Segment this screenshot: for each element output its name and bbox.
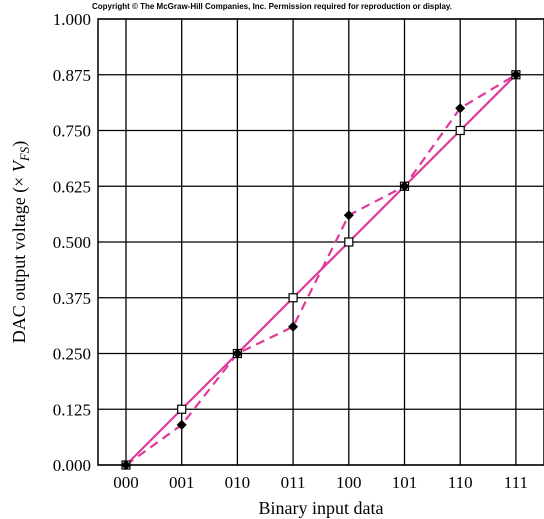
- actual-point-marker: [288, 321, 299, 332]
- solid-series-line: [125, 73, 517, 466]
- x-tick-label: 100: [336, 473, 362, 492]
- y-axis-label-prefix: DAC output voltage (×: [9, 172, 30, 343]
- y-axis-label-sub: FS: [17, 146, 32, 162]
- x-tick-label: 010: [225, 473, 251, 492]
- actual-point-marker: [455, 103, 466, 114]
- x-tick-label: 110: [448, 473, 473, 492]
- actual-point-marker: [121, 460, 131, 470]
- actual-point-marker: [510, 69, 521, 80]
- series: [121, 69, 521, 470]
- y-tick-label: 1.000: [53, 10, 91, 29]
- x-tick-label: 011: [281, 473, 306, 492]
- plot-frame: [97, 18, 544, 466]
- actual-point-marker: [232, 348, 243, 359]
- y-tick-label: 0.250: [53, 345, 91, 364]
- y-tick-label: 0.125: [53, 400, 91, 419]
- y-tick-label: 0.000: [53, 456, 91, 475]
- x-tick-label: 000: [113, 473, 139, 492]
- y-tick-label: 0.500: [53, 233, 91, 252]
- y-axis-label: DAC output voltage (× VFS): [9, 141, 32, 344]
- ideal-point-marker: [344, 237, 354, 247]
- ideal-point-marker: [288, 293, 298, 303]
- y-axis-label-var: V: [9, 159, 29, 172]
- x-tick-label: 101: [392, 473, 418, 492]
- actual-point-marker: [399, 181, 410, 192]
- x-tick-label: 001: [169, 473, 195, 492]
- actual-point-marker: [343, 210, 354, 221]
- y-tick-labels: 0.000 0.125 0.250 0.375 0.500 0.625 0.750 0.875…: [53, 10, 91, 475]
- y-tick-label: 0.750: [53, 122, 91, 141]
- ideal-point-marker: [455, 125, 465, 136]
- dashed-series-line: [125, 73, 517, 466]
- x-tick-labels: 000 001 010 011 100 101 110 111: [113, 473, 528, 492]
- grid-lines: [98, 18, 544, 466]
- y-tick-label: 0.875: [53, 66, 91, 85]
- y-axis-label-suffix: ): [9, 141, 30, 147]
- ideal-point-marker: [177, 404, 187, 414]
- x-tick-label: 111: [504, 473, 528, 492]
- y-tick-label: 0.375: [53, 289, 91, 308]
- y-tick-label: 0.625: [53, 177, 91, 196]
- copyright-notice: Copyright © The McGraw-Hill Companies, I…: [92, 2, 452, 11]
- actual-point-marker: [176, 419, 187, 430]
- x-axis-label: Binary input data: [259, 498, 384, 518]
